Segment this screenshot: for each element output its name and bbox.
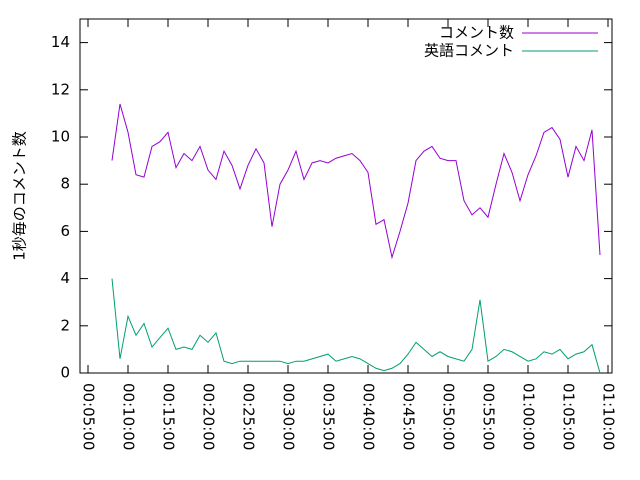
y-tick-label: 12: [51, 80, 70, 98]
y-tick-label: 2: [60, 316, 70, 334]
plot-frame: [79, 18, 613, 374]
x-tick-label: 00:20:00: [200, 383, 218, 450]
x-tick-label: 00:45:00: [400, 383, 418, 450]
y-tick-label: 8: [60, 175, 70, 193]
x-tick-label: 00:50:00: [440, 383, 458, 450]
y-tick-label: 4: [60, 269, 70, 287]
y-axis-label: 1秒毎のコメント数: [11, 131, 29, 261]
x-tick-label: 00:05:00: [80, 383, 98, 450]
x-tick-label: 00:30:00: [280, 383, 298, 450]
x-tick-label: 00:55:00: [480, 383, 498, 450]
x-tick-label: 00:35:00: [320, 383, 338, 450]
x-tick-label: 00:10:00: [120, 383, 138, 450]
x-tick-label: 00:25:00: [240, 383, 258, 450]
x-tick-label: 00:40:00: [360, 383, 378, 450]
x-tick-label: 01:00:00: [520, 383, 538, 450]
x-tick-label: 01:10:00: [600, 383, 618, 450]
y-tick-label: 6: [60, 222, 70, 240]
series-line: [111, 103, 601, 260]
y-tick-label: 0: [60, 364, 70, 382]
series-line: [111, 278, 601, 374]
y-tick-label: 14: [51, 33, 70, 51]
legend-label: コメント数: [439, 24, 514, 42]
y-tick-label: 10: [51, 128, 70, 146]
legend-label: 英語コメント: [424, 42, 514, 60]
x-tick-label: 00:15:00: [160, 383, 178, 450]
x-tick-label: 01:05:00: [560, 383, 578, 450]
